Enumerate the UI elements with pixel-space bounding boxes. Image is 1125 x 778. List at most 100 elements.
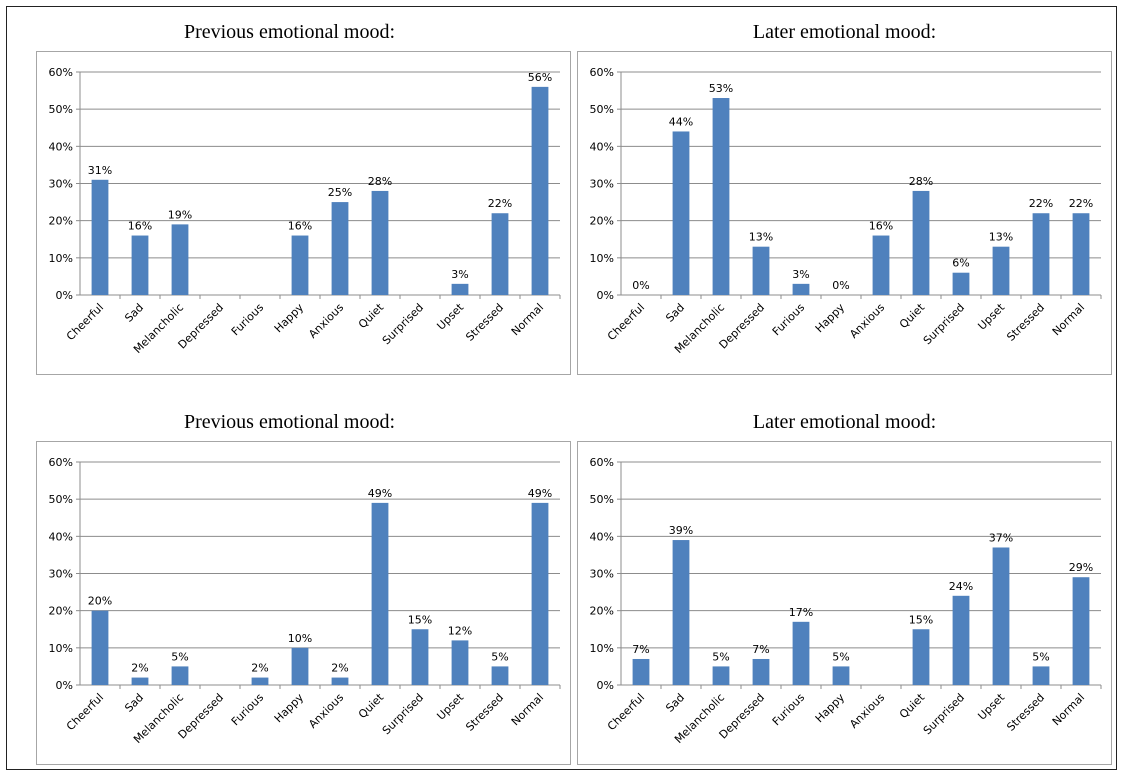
- y-tick-label: 20%: [49, 605, 73, 618]
- bar-chart: 0%10%20%30%40%50%60%0%Cheerful44%Sad53%M…: [590, 66, 1102, 356]
- data-label: 13%: [749, 231, 773, 244]
- data-label: 3%: [792, 268, 809, 281]
- data-label: 6%: [952, 257, 969, 270]
- data-label: 3%: [451, 268, 468, 281]
- data-label: 10%: [288, 632, 312, 645]
- x-category-label: Cheerful: [605, 301, 647, 343]
- data-label: 15%: [909, 613, 933, 626]
- y-tick-label: 30%: [590, 568, 614, 581]
- data-label: 39%: [669, 524, 693, 537]
- x-category-label: Anxious: [306, 301, 346, 341]
- y-tick-label: 0%: [56, 679, 73, 692]
- plot-area-box: 0% 10% 20% 30% 40% 50% 60% 0% Cheerful 44% Sad 53% M…: [577, 51, 1112, 375]
- bar-chart: 0%10%20%30%40%50%60%7%Cheerful39%Sad5%Me…: [590, 456, 1102, 746]
- bar: [752, 658, 770, 685]
- x-category-label: Happy: [813, 301, 848, 336]
- bar: [331, 677, 349, 685]
- bar: [1072, 577, 1090, 685]
- y-tick-label: 50%: [49, 103, 73, 116]
- chart-panel-previous-1: Previous emotional mood: 0% 10% 20% 30% 40% 5…: [7, 7, 572, 377]
- x-category-label: Quiet: [897, 300, 928, 331]
- x-category-label: Happy: [272, 691, 307, 726]
- bar: [952, 272, 970, 295]
- chart-title: Later emotional mood:: [752, 411, 937, 433]
- data-label: 56%: [528, 71, 552, 84]
- bar: [171, 224, 189, 295]
- data-label: 7%: [632, 643, 649, 656]
- bar: [171, 666, 189, 685]
- x-category-label: Normal: [1050, 691, 1087, 728]
- chart-title: Later emotional mood:: [752, 21, 937, 43]
- y-tick-label: 40%: [590, 530, 614, 543]
- y-tick-label: 20%: [590, 605, 614, 618]
- data-label: 28%: [368, 175, 392, 188]
- bar: [371, 502, 389, 685]
- y-tick-label: 20%: [49, 215, 73, 228]
- bar: [291, 235, 309, 295]
- y-tick-label: 50%: [49, 493, 73, 506]
- bar: [531, 86, 549, 295]
- x-category-label: Quiet: [356, 300, 387, 331]
- bar: [491, 213, 509, 295]
- bar: [952, 595, 970, 685]
- data-label: 22%: [1029, 197, 1053, 210]
- bar: [1072, 213, 1090, 295]
- y-tick-label: 30%: [49, 568, 73, 581]
- chart-panel-later-2: Later emotional mood: 0% 10% 20% 30% 40% 50% 6…: [577, 397, 1112, 767]
- x-category-label: Furious: [229, 691, 266, 728]
- data-label: 31%: [88, 164, 112, 177]
- y-tick-label: 30%: [49, 178, 73, 191]
- bar: [371, 190, 389, 295]
- x-category-label: Furious: [229, 301, 266, 338]
- bar: [331, 202, 349, 295]
- y-tick-label: 10%: [49, 252, 73, 265]
- data-label: 16%: [288, 220, 312, 233]
- bar: [912, 629, 930, 685]
- data-label: 7%: [752, 643, 769, 656]
- bar: [992, 246, 1010, 295]
- plot-area-box: 0% 10% 20% 30% 40% 50% 60% 20% Cheerful 2% Sad 5% Me…: [36, 441, 571, 765]
- y-tick-label: 50%: [590, 103, 614, 116]
- data-label: 5%: [712, 650, 729, 663]
- y-tick-label: 40%: [49, 530, 73, 543]
- bar: [672, 131, 690, 295]
- bar: [91, 179, 109, 295]
- data-label: 5%: [171, 650, 188, 663]
- bar: [792, 621, 810, 685]
- bar: [531, 502, 549, 685]
- bar: [792, 283, 810, 295]
- data-label: 15%: [408, 613, 432, 626]
- chart-title: Previous emotional mood:: [183, 411, 396, 433]
- bar: [632, 658, 650, 685]
- bar: [1032, 213, 1050, 295]
- figure-frame: Previous emotional mood: 0% 10% 20% 30% 40% 5…: [6, 6, 1117, 770]
- data-label: 0%: [632, 279, 649, 292]
- x-category-label: Cheerful: [605, 691, 647, 733]
- x-category-label: Anxious: [847, 301, 887, 341]
- data-label: 16%: [128, 220, 152, 233]
- x-category-label: Anxious: [847, 691, 887, 731]
- x-category-label: Anxious: [306, 691, 346, 731]
- y-tick-label: 10%: [590, 252, 614, 265]
- x-category-label: Quiet: [897, 690, 928, 721]
- bar: [712, 666, 730, 685]
- x-category-label: Quiet: [356, 690, 387, 721]
- data-label: 53%: [709, 82, 733, 95]
- data-label: 24%: [949, 580, 973, 593]
- x-category-label: Cheerful: [64, 301, 106, 343]
- x-category-label: Surprised: [380, 691, 426, 737]
- x-category-label: Normal: [509, 301, 546, 338]
- bar-chart: 0%10%20%30%40%50%60%20%Cheerful2%Sad5%Me…: [49, 456, 561, 746]
- y-tick-label: 20%: [590, 215, 614, 228]
- y-tick-label: 60%: [49, 66, 73, 79]
- chart-panel-later-1: Later emotional mood: 0% 10% 20% 30% 40% 50% 6…: [577, 7, 1112, 377]
- bar: [872, 235, 890, 295]
- x-category-label: Happy: [272, 301, 307, 336]
- chart-title: Previous emotional mood:: [183, 21, 396, 43]
- x-category-label: Sad: [663, 301, 687, 325]
- x-category-label: Furious: [770, 691, 807, 728]
- y-tick-label: 0%: [56, 289, 73, 302]
- data-label: 12%: [448, 624, 472, 637]
- data-label: 49%: [368, 487, 392, 500]
- x-category-label: Surprised: [380, 301, 426, 347]
